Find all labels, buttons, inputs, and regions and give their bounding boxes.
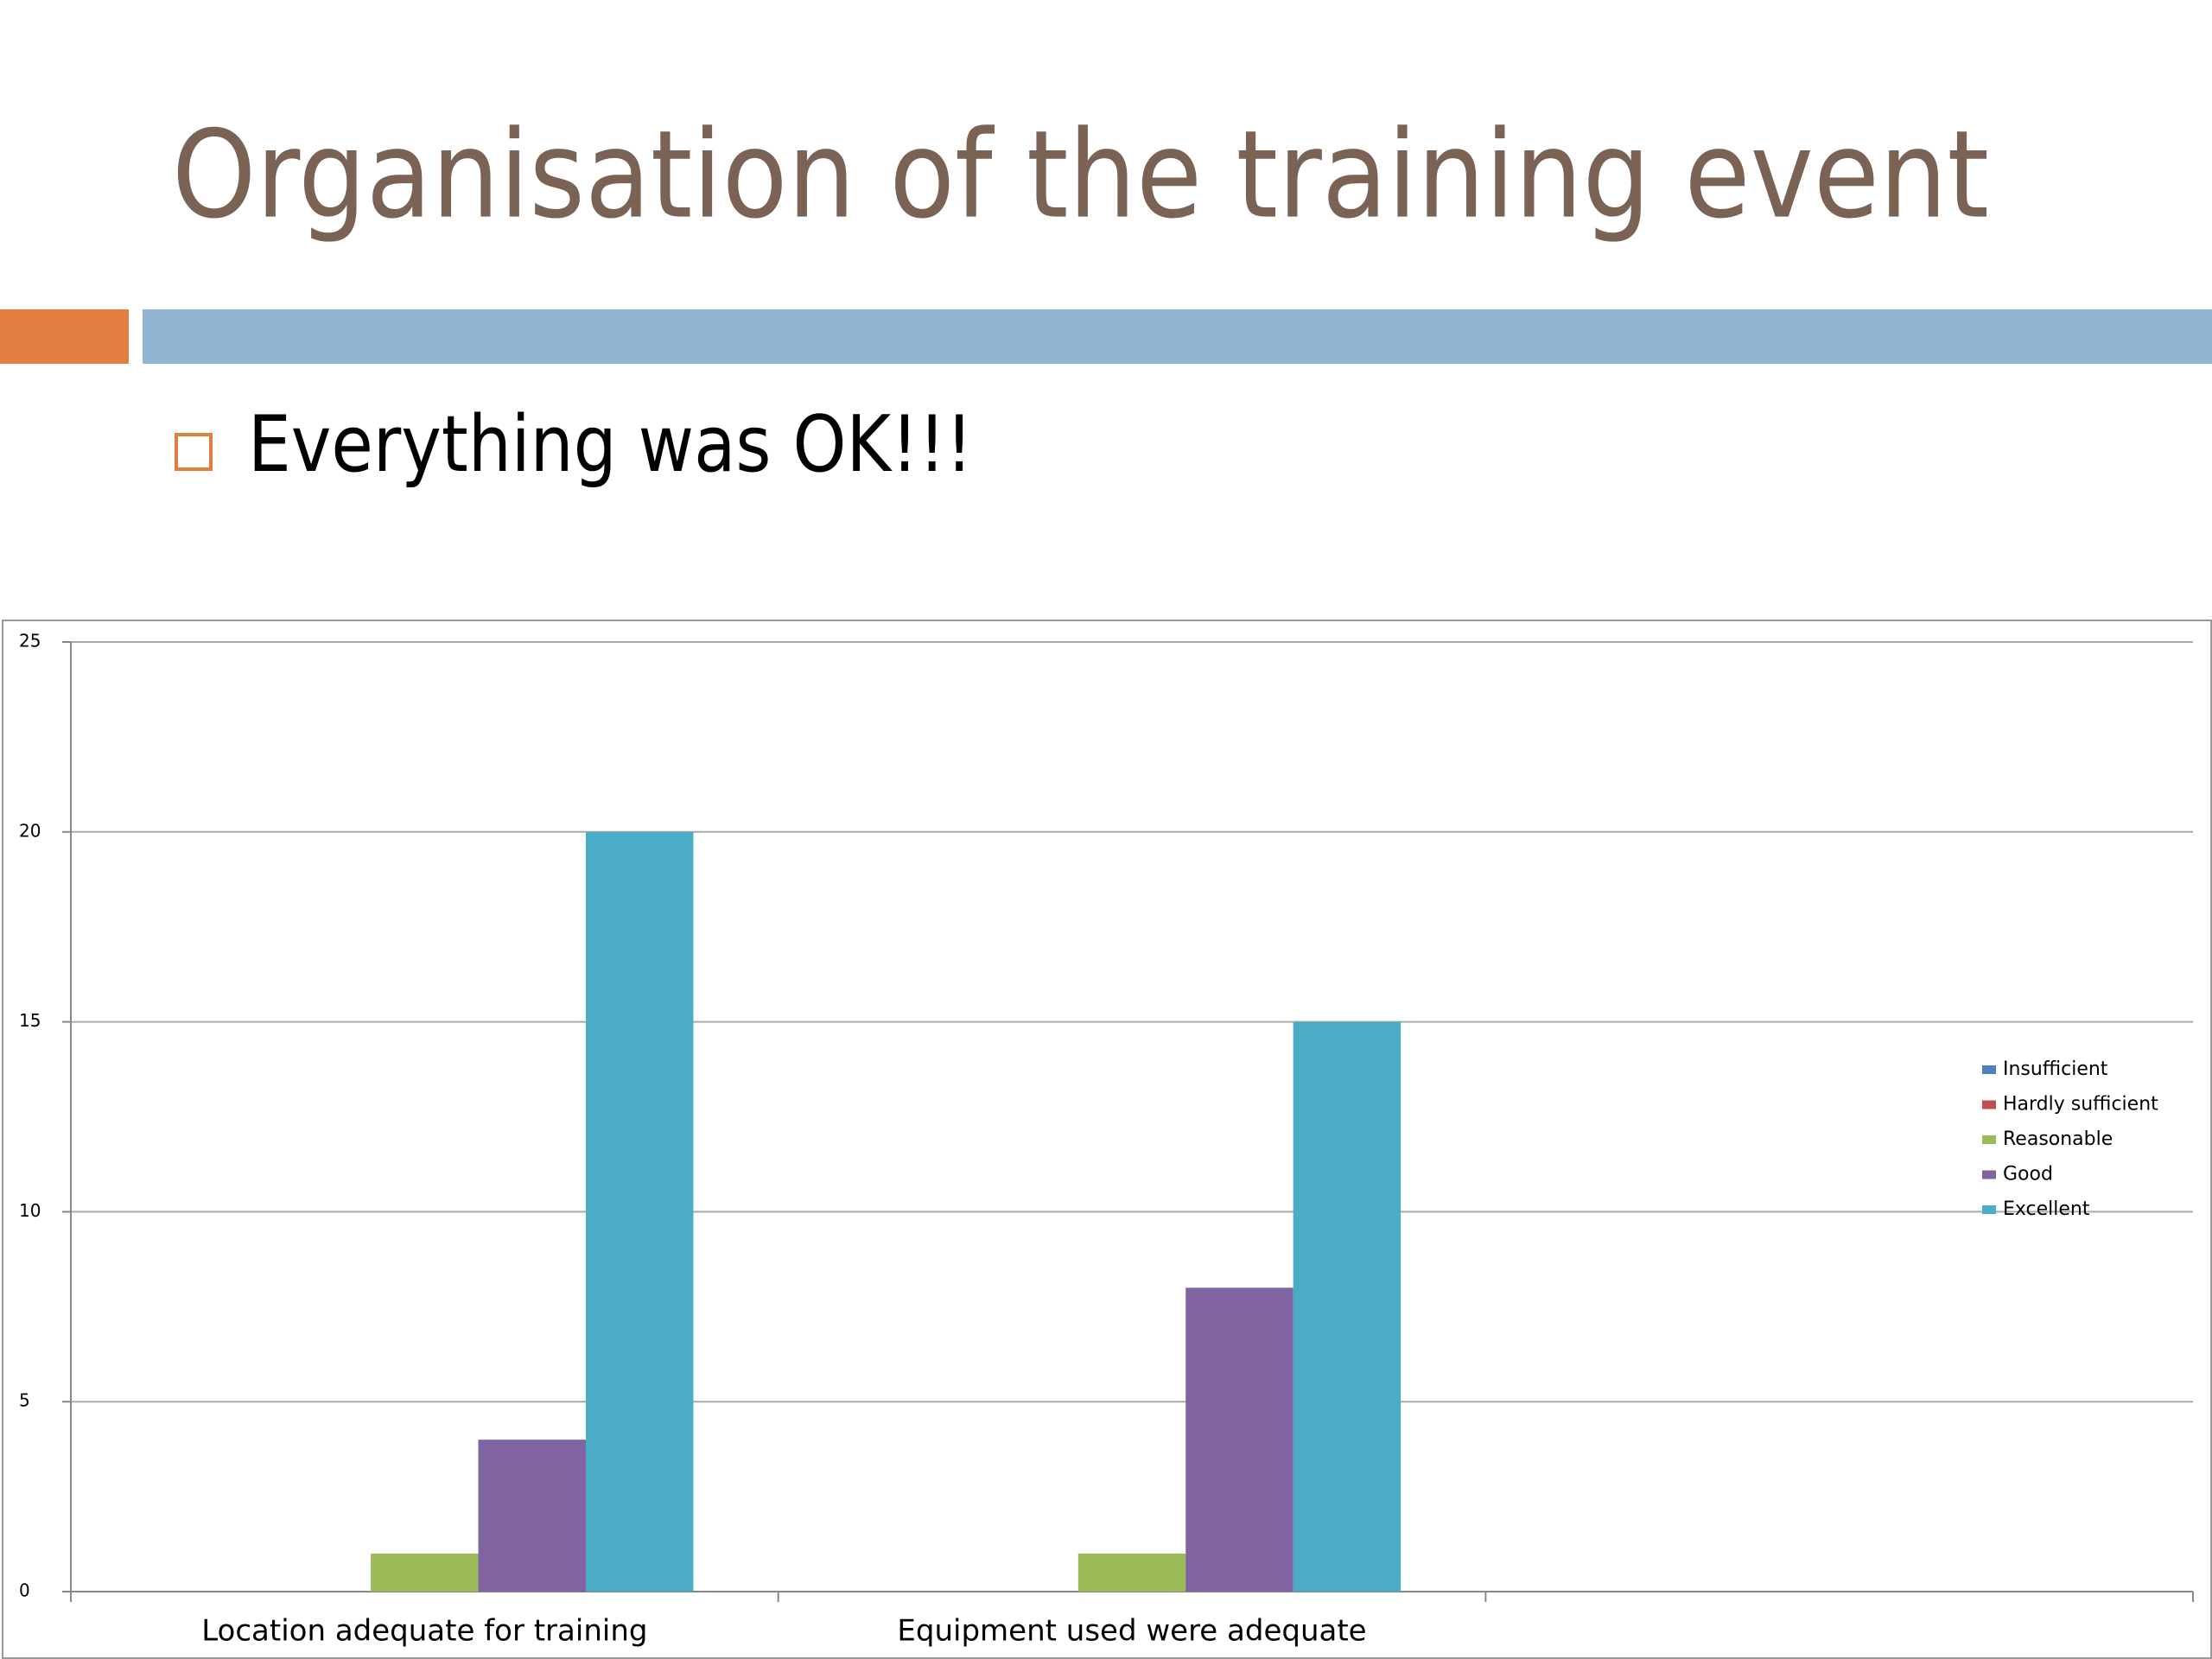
bullet-marker bbox=[175, 433, 213, 471]
bar bbox=[1293, 1021, 1402, 1592]
y-tick-label: 20 bbox=[19, 820, 41, 841]
y-tick-label: 5 bbox=[19, 1390, 30, 1411]
slide-title: Organisation of the training event bbox=[172, 105, 1989, 246]
chart: 0 5 10 15 20 25 Location adequate for training… bbox=[19, 631, 2194, 1649]
y-tick-label: 15 bbox=[19, 1010, 41, 1031]
legend-swatch bbox=[1982, 1065, 1996, 1074]
bullet-text: Everything was OK!!! bbox=[248, 399, 973, 490]
legend-swatch bbox=[1982, 1100, 1996, 1109]
legend-label: Good bbox=[2003, 1164, 2053, 1185]
legend-swatch bbox=[1982, 1205, 1996, 1214]
y-tick-label: 25 bbox=[19, 631, 41, 652]
y-tick-label: 10 bbox=[19, 1200, 41, 1221]
header-bar bbox=[143, 309, 2212, 364]
accent-bar bbox=[0, 309, 129, 364]
legend-label: Reasonable bbox=[2003, 1128, 2113, 1150]
bar bbox=[478, 1440, 586, 1592]
legend-label: Excellent bbox=[2003, 1198, 2090, 1220]
legend-label: Hardly sufficient bbox=[2003, 1094, 2158, 1116]
bar bbox=[1185, 1287, 1294, 1592]
bar bbox=[1077, 1554, 1186, 1592]
bar bbox=[585, 831, 694, 1592]
y-tick-label: 0 bbox=[19, 1580, 30, 1601]
legend-label: Insufficient bbox=[2003, 1058, 2108, 1080]
legend-swatch bbox=[1982, 1170, 1996, 1179]
legend-swatch bbox=[1982, 1135, 1996, 1144]
x-tick-label: Equipment used were adequate bbox=[897, 1614, 1366, 1649]
bar bbox=[371, 1554, 479, 1592]
chart-frame bbox=[2, 620, 2212, 1659]
x-tick-label: Location adequate for training bbox=[201, 1614, 647, 1649]
